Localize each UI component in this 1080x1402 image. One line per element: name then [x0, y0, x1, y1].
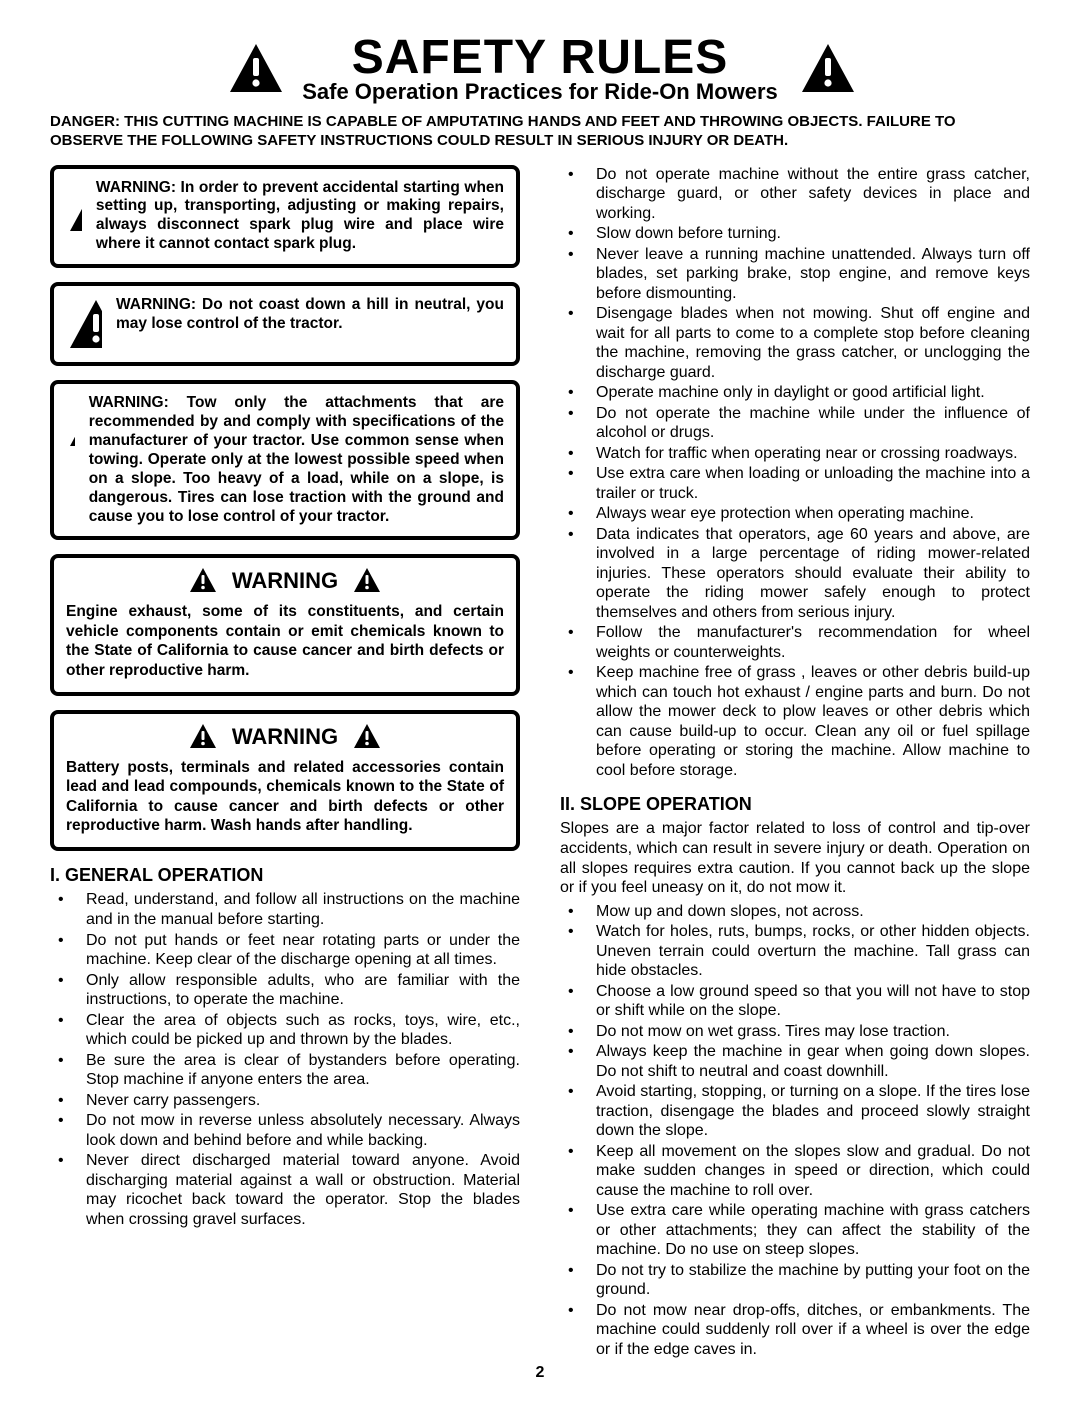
list-item: Watch for holes, ruts, bumps, rocks, or … — [560, 922, 1030, 981]
list-item: Do not mow in reverse unless absolutely … — [50, 1111, 520, 1150]
warning-icon — [798, 40, 854, 96]
list-item: Do not mow on wet grass. Tires may lose … — [560, 1022, 1030, 1042]
slope-operation-list: Mow up and down slopes, not across.Watch… — [560, 902, 1030, 1360]
warning-icon — [226, 40, 282, 96]
left-column: WARNING: In order to prevent accidental … — [50, 165, 520, 1361]
list-item: Avoid starting, stopping, or turning on … — [560, 1082, 1030, 1141]
warning-text: WARNING: Do not coast down a hill in neu… — [116, 296, 504, 334]
list-item: Do not put hands or feet near rotating p… — [50, 931, 520, 970]
list-item: Never leave a running machine unattended… — [560, 245, 1030, 304]
list-item: Keep all movement on the slopes slow and… — [560, 1142, 1030, 1201]
list-item: Always keep the machine in gear when goi… — [560, 1042, 1030, 1081]
list-item: Clear the area of objects such as rocks,… — [50, 1011, 520, 1050]
list-item: Keep machine free of grass , leaves or o… — [560, 663, 1030, 780]
warning-icon — [66, 296, 102, 352]
list-item: Always wear eye protection when operatin… — [560, 504, 1030, 524]
page-subtitle: Safe Operation Practices for Ride-On Mow… — [302, 79, 778, 105]
general-operation-list: Read, understand, and follow all instruc… — [50, 890, 520, 1229]
list-item: Use extra care while operating machine w… — [560, 1201, 1030, 1260]
list-item: Read, understand, and follow all instruc… — [50, 890, 520, 929]
list-item: Mow up and down slopes, not across. — [560, 902, 1030, 922]
warning-box-coast-hill: WARNING: Do not coast down a hill in neu… — [50, 282, 520, 366]
warning-text: WARNING: In order to prevent accidental … — [96, 179, 504, 255]
warning-icon — [66, 394, 75, 450]
warning-title: WARNING — [232, 724, 338, 750]
list-item: Follow the manufacturer's recommendation… — [560, 623, 1030, 662]
list-item: Watch for traffic when operating near or… — [560, 444, 1030, 464]
warning-title: WARNING — [232, 568, 338, 594]
general-continued-list: Do not operate machine without the entir… — [560, 165, 1030, 781]
page-title: SAFETY RULES — [302, 30, 778, 85]
list-item: Be sure the area is clear of bystanders … — [50, 1051, 520, 1090]
page-header: SAFETY RULES Safe Operation Practices fo… — [50, 30, 1030, 105]
list-item: Do not mow near drop-offs, ditches, or e… — [560, 1301, 1030, 1360]
title-block: SAFETY RULES Safe Operation Practices fo… — [302, 30, 778, 105]
list-item: Use extra care when loading or unloading… — [560, 464, 1030, 503]
warning-title-row: WARNING — [66, 566, 504, 596]
slope-intro-text: Slopes are a major factor related to los… — [560, 819, 1030, 897]
page-number: 2 — [50, 1364, 1030, 1382]
list-item: Data indicates that operators, age 60 ye… — [560, 525, 1030, 623]
list-item: Never carry passengers. — [50, 1091, 520, 1111]
list-item: Do not operate machine without the entir… — [560, 165, 1030, 224]
title-row: SAFETY RULES Safe Operation Practices fo… — [50, 30, 1030, 105]
warning-icon — [352, 566, 382, 596]
list-item: Slow down before turning. — [560, 224, 1030, 244]
list-item: Never direct discharged material toward … — [50, 1151, 520, 1229]
warning-box-battery: WARNING Battery posts, terminals and rel… — [50, 710, 520, 852]
list-item: Disengage blades when not mowing. Shut o… — [560, 304, 1030, 382]
warning-body: Engine exhaust, some of its constituents… — [66, 602, 504, 680]
warning-box-spark-plug: WARNING: In order to prevent accidental … — [50, 165, 520, 269]
warning-icon — [352, 722, 382, 752]
danger-statement: DANGER: THIS CUTTING MACHINE IS CAPABLE … — [50, 113, 1030, 151]
warning-box-exhaust: WARNING Engine exhaust, some of its cons… — [50, 554, 520, 696]
list-item: Choose a low ground speed so that you wi… — [560, 982, 1030, 1021]
content-columns: WARNING: In order to prevent accidental … — [50, 165, 1030, 1361]
warning-icon — [188, 722, 218, 752]
section-heading-general: I. GENERAL OPERATION — [50, 865, 520, 886]
list-item: Do not operate the machine while under t… — [560, 404, 1030, 443]
warning-icon — [66, 179, 82, 235]
section-heading-slope: II. SLOPE OPERATION — [560, 794, 1030, 815]
list-item: Operate machine only in daylight or good… — [560, 383, 1030, 403]
list-item: Only allow responsible adults, who are f… — [50, 971, 520, 1010]
list-item: Do not try to stabilize the machine by p… — [560, 1261, 1030, 1300]
warning-icon — [188, 566, 218, 596]
warning-title-row: WARNING — [66, 722, 504, 752]
right-column: Do not operate machine without the entir… — [560, 165, 1030, 1361]
warning-body: Battery posts, terminals and related acc… — [66, 758, 504, 836]
warning-text: WARNING: Tow only the attachments that a… — [89, 394, 504, 526]
warning-box-tow: WARNING: Tow only the attachments that a… — [50, 380, 520, 540]
